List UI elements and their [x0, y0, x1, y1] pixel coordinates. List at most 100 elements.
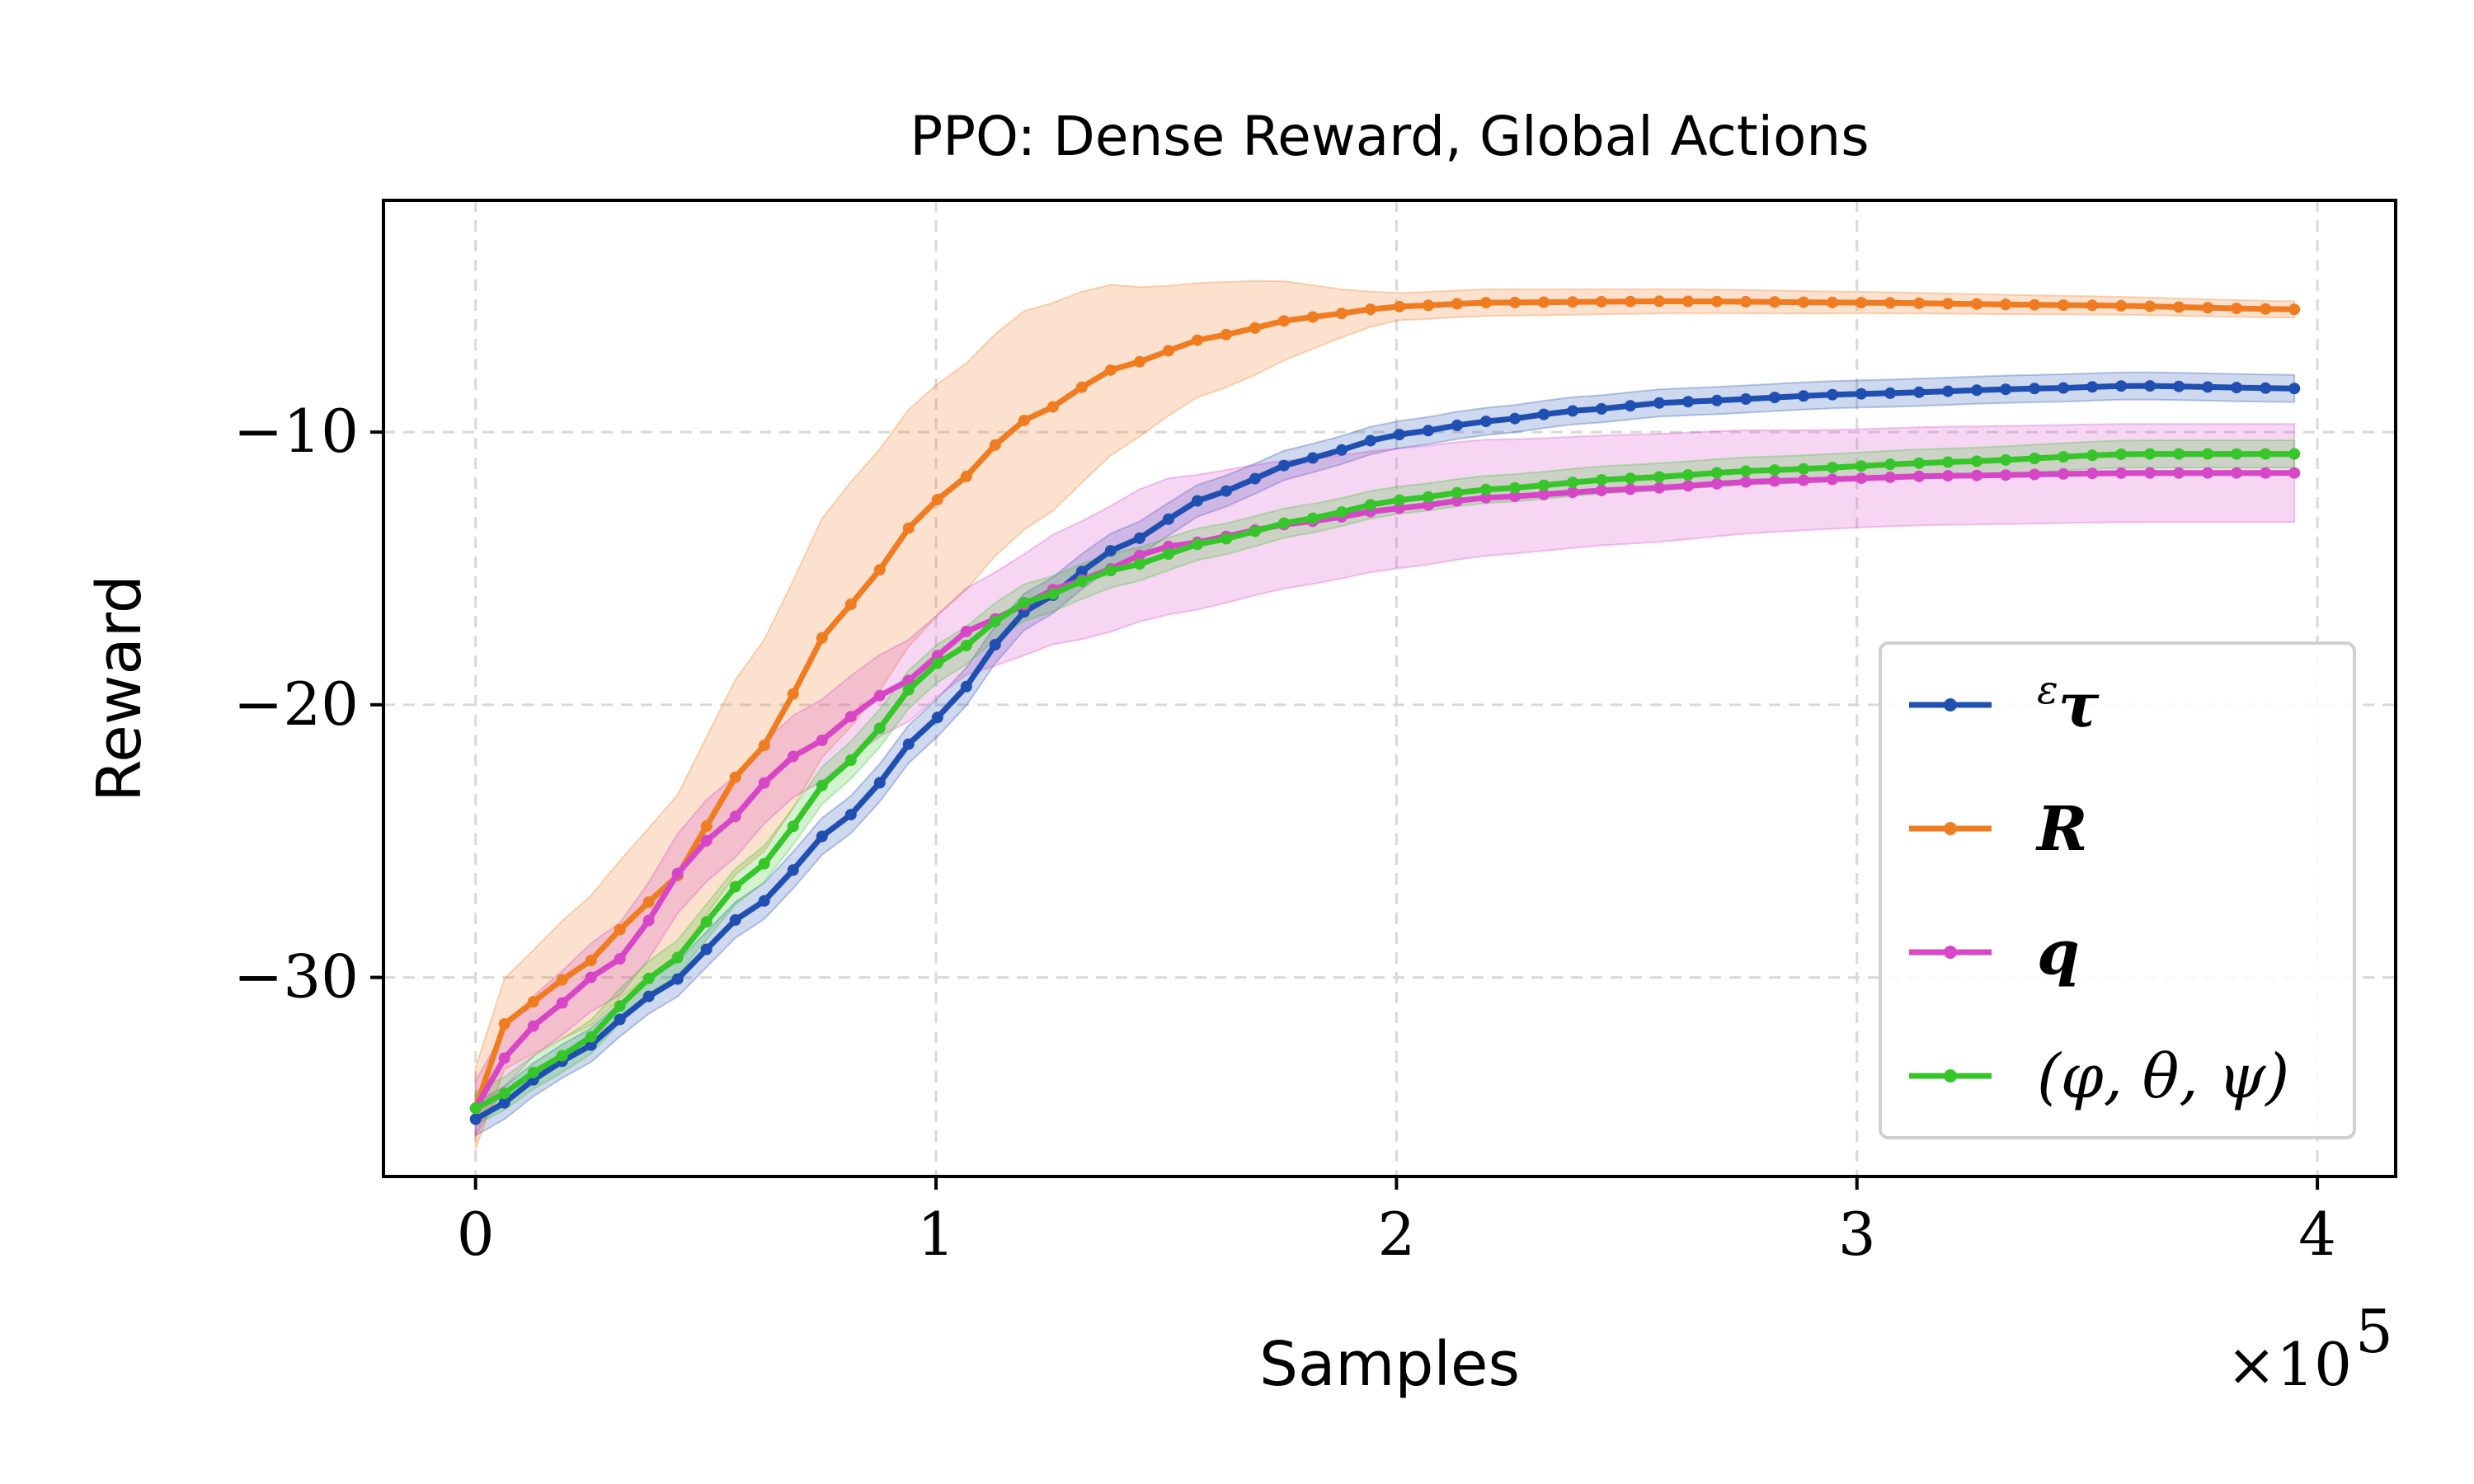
data-point	[642, 914, 655, 927]
data-point	[2202, 448, 2214, 460]
data-point	[873, 689, 886, 702]
data-point	[2086, 381, 2099, 393]
data-point	[1422, 499, 1434, 511]
series-line-1	[473, 298, 2295, 1110]
legend-swatch-marker	[1944, 946, 1957, 959]
data-point	[1509, 412, 1521, 425]
data-point	[1769, 392, 1780, 404]
legend-label: (φ, θ, ψ)	[2037, 1041, 2289, 1112]
data-point	[1653, 471, 1665, 483]
y-tick-label-1: −20	[233, 669, 359, 739]
data-point	[1538, 296, 1550, 308]
data-point	[1133, 549, 1145, 561]
data-point	[1798, 474, 1809, 486]
data-point	[1740, 476, 1752, 488]
data-point	[844, 809, 857, 821]
data-point	[1249, 322, 1261, 334]
data-point	[729, 810, 741, 823]
data-point	[2202, 467, 2214, 479]
data-point	[1393, 494, 1405, 506]
data-point	[931, 657, 943, 669]
data-point	[873, 722, 886, 735]
data-point	[1335, 308, 1348, 320]
data-point	[1479, 491, 1492, 504]
data-point	[2231, 467, 2243, 479]
data-point	[1509, 491, 1521, 503]
data-point	[1047, 401, 1059, 413]
data-point	[1509, 481, 1521, 494]
data-point	[1596, 402, 1607, 415]
data-point	[1422, 425, 1434, 437]
series-1	[469, 295, 2301, 1115]
data-point	[816, 632, 828, 644]
data-point	[671, 951, 684, 964]
data-point	[1191, 538, 1203, 551]
series-line-3	[474, 451, 2295, 1111]
data-point	[1913, 457, 1926, 469]
data-point	[873, 564, 886, 576]
data-point	[816, 779, 828, 791]
data-point	[2144, 467, 2157, 479]
data-point	[1538, 408, 1550, 420]
data-point	[787, 820, 799, 833]
data-point	[527, 996, 539, 1008]
data-point	[1567, 405, 1578, 417]
data-point	[2000, 298, 2012, 311]
data-point	[1451, 419, 1463, 431]
data-point	[1422, 491, 1434, 503]
data-point	[1769, 475, 1780, 487]
data-point	[614, 1013, 626, 1026]
legend-item-1: R	[1909, 794, 2088, 865]
data-point	[844, 711, 857, 723]
data-point	[1018, 415, 1030, 426]
data-point	[1335, 444, 1348, 456]
data-point	[1596, 474, 1607, 486]
data-point	[989, 639, 1001, 650]
data-point	[1827, 473, 1838, 486]
data-point	[498, 1087, 510, 1100]
data-point	[1567, 296, 1578, 308]
data-point	[902, 738, 915, 750]
data-point	[2231, 448, 2243, 460]
data-point	[2288, 303, 2301, 316]
data-point	[585, 971, 597, 984]
x-axis-label: Samples	[1259, 1329, 1520, 1400]
data-point	[1740, 465, 1752, 477]
data-point	[469, 1113, 482, 1125]
data-point	[1451, 495, 1463, 507]
legend-label: ετ	[2037, 667, 2100, 741]
data-point	[1856, 387, 1867, 400]
data-point	[2058, 299, 2070, 312]
data-point	[1220, 533, 1232, 545]
x-axis-multiplier: ×10 5	[2227, 1297, 2393, 1399]
data-point	[758, 777, 770, 789]
data-point	[700, 916, 713, 928]
legend-item-3: (φ, θ, ψ)	[1909, 1041, 2289, 1112]
data-point	[2029, 298, 2041, 311]
data-point	[556, 974, 568, 986]
data-point	[2260, 382, 2272, 394]
data-point	[1306, 311, 1319, 323]
data-point	[2173, 448, 2185, 460]
series-line-0	[473, 383, 2295, 1122]
data-point	[1191, 334, 1203, 346]
data-point	[1162, 513, 1174, 525]
data-point	[1913, 470, 1926, 482]
data-point	[2000, 383, 2012, 396]
data-point	[1653, 481, 1665, 494]
legend-swatch-marker	[1944, 698, 1957, 711]
data-point	[960, 470, 972, 482]
x-axis-ticks: 0 1 2 3 4	[457, 1176, 2336, 1269]
data-point	[1913, 386, 1926, 398]
data-point	[816, 735, 828, 746]
series-0	[469, 380, 2301, 1125]
data-point	[642, 896, 655, 909]
confidence-bands	[474, 279, 2296, 1150]
data-point	[2144, 448, 2157, 460]
data-point	[2115, 467, 2128, 479]
data-point	[498, 1097, 510, 1109]
data-point	[1422, 299, 1434, 312]
data-point	[614, 923, 626, 936]
band-series-2	[474, 423, 2296, 1139]
